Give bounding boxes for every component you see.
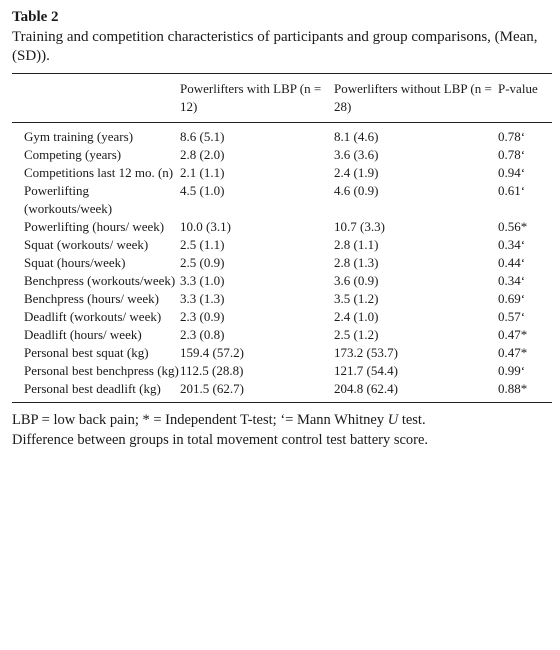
cell-with-lbp: 10.0 (3.1) — [180, 219, 231, 234]
table-label: Table 2 — [12, 9, 59, 25]
cell-with-lbp: 2.3 (0.8) — [180, 327, 225, 342]
cell-p-value: 0.34‘ — [498, 237, 526, 252]
cell-p-value: 0.94‘ — [498, 165, 526, 180]
table-row: Powerlifting (hours/ week) 10.0 (3.1) 10.7… — [12, 218, 552, 236]
cell-p-value: 0.78‘ — [498, 147, 526, 162]
footnote-line-1: LBP = low back pain; * = Independent T-t… — [12, 410, 552, 430]
cell-with-lbp: 201.5 (62.7) — [180, 381, 244, 396]
cell-without-lbp: 3.6 (3.6) — [334, 147, 379, 162]
row-label: Powerlifting (workouts/week) — [24, 183, 113, 216]
cell-with-lbp: 159.4 (57.2) — [180, 345, 244, 360]
cell-without-lbp: 2.4 (1.0) — [334, 309, 379, 324]
row-label: Squat (hours/week) — [24, 255, 126, 270]
cell-with-lbp: 112.5 (28.8) — [180, 363, 244, 378]
row-label: Personal best squat (kg) — [24, 345, 149, 360]
cell-with-lbp: 2.8 (2.0) — [180, 147, 225, 162]
table-body: Gym training (years) 8.6 (5.1) 8.1 (4.6) 0.… — [12, 123, 552, 403]
cell-p-value: 0.61‘ — [498, 183, 526, 198]
cell-with-lbp: 2.3 (0.9) — [180, 309, 225, 324]
cell-without-lbp: 204.8 (62.4) — [334, 381, 398, 396]
row-label: Personal best benchpress (kg) — [24, 363, 179, 378]
table-row: Benchpress (workouts/week) 3.3 (1.0) 3.6 (… — [12, 272, 552, 290]
header-without-lbp: Powerlifters without LBP (n = 28) — [334, 74, 498, 123]
table-row: Gym training (years) 8.6 (5.1) 8.1 (4.6) 0.… — [12, 123, 552, 147]
table-footnote: LBP = low back pain; * = Independent T-t… — [12, 410, 552, 450]
cell-with-lbp: 3.3 (1.3) — [180, 291, 225, 306]
cell-p-value: 0.69‘ — [498, 291, 526, 306]
table-row: Powerlifting (workouts/week) 4.5 (1.0) 4.6… — [12, 182, 552, 218]
cell-p-value: 0.88* — [498, 381, 528, 396]
table-caption: Training and competition characteristics… — [12, 29, 538, 64]
table-header: Powerlifters with LBP (n = 12) Powerlift… — [12, 74, 552, 123]
cell-without-lbp: 3.5 (1.2) — [334, 291, 379, 306]
cell-without-lbp: 10.7 (3.3) — [334, 219, 385, 234]
cell-without-lbp: 2.8 (1.3) — [334, 255, 379, 270]
cell-with-lbp: 2.1 (1.1) — [180, 165, 225, 180]
table-row: Squat (hours/week) 2.5 (0.9) 2.8 (1.3) 0.44… — [12, 254, 552, 272]
header-label-column — [12, 74, 180, 123]
row-label: Competing (years) — [24, 147, 122, 162]
paper-table-figure: Table 2 Training and competition charact… — [12, 8, 552, 450]
cell-p-value: 0.47* — [498, 327, 528, 342]
table-row: Personal best deadlift (kg) 201.5 (62.7) 2… — [12, 380, 552, 402]
table-row: Personal best squat (kg) 159.4 (57.2) 173.… — [12, 344, 552, 362]
cell-without-lbp: 2.5 (1.2) — [334, 327, 379, 342]
cell-with-lbp: 4.5 (1.0) — [180, 183, 225, 198]
cell-with-lbp: 8.6 (5.1) — [180, 129, 225, 144]
footnote-test-suffix: test. — [398, 412, 426, 428]
row-label: Deadlift (workouts/ week) — [24, 309, 162, 324]
cell-p-value: 0.34‘ — [498, 273, 526, 288]
cell-without-lbp: 121.7 (54.4) — [334, 363, 398, 378]
row-label: Gym training (years) — [24, 129, 134, 144]
row-label: Benchpress (workouts/week) — [24, 273, 176, 288]
table-row: Deadlift (hours/ week) 2.3 (0.8) 2.5 (1.2)… — [12, 326, 552, 344]
row-label: Squat (workouts/ week) — [24, 237, 149, 252]
table-row: Deadlift (workouts/ week) 2.3 (0.9) 2.4 (1… — [12, 308, 552, 326]
cell-p-value: 0.47* — [498, 345, 528, 360]
cell-p-value: 0.56* — [498, 219, 528, 234]
row-label: Personal best deadlift (kg) — [24, 381, 161, 396]
footnote-line-2: Difference between groups in total movem… — [12, 432, 429, 448]
cell-without-lbp: 8.1 (4.6) — [334, 129, 379, 144]
bottom-rule — [12, 402, 552, 403]
results-table: Powerlifters with LBP (n = 12) Powerlift… — [12, 74, 552, 402]
table-row: Competing (years) 2.8 (2.0) 3.6 (3.6) 0.78‘ — [12, 146, 552, 164]
footnote-abbrev-text: LBP = low back pain; * = Independent T-t… — [12, 412, 388, 428]
cell-p-value: 0.99‘ — [498, 363, 526, 378]
cell-p-value: 0.78‘ — [498, 129, 526, 144]
cell-without-lbp: 4.6 (0.9) — [334, 183, 379, 198]
cell-with-lbp: 2.5 (0.9) — [180, 255, 225, 270]
top-rule — [12, 73, 552, 74]
cell-with-lbp: 3.3 (1.0) — [180, 273, 225, 288]
row-label: Deadlift (hours/ week) — [24, 327, 142, 342]
row-label: Powerlifting (hours/ week) — [24, 219, 165, 234]
table-row: Squat (workouts/ week) 2.5 (1.1) 2.8 (1.1)… — [12, 236, 552, 254]
row-label: Benchpress (hours/ week) — [24, 291, 160, 306]
cell-p-value: 0.44‘ — [498, 255, 526, 270]
cell-without-lbp: 3.6 (0.9) — [334, 273, 379, 288]
table-row: Personal best benchpress (kg) 112.5 (28.8… — [12, 362, 552, 380]
cell-without-lbp: 2.4 (1.9) — [334, 165, 379, 180]
cell-with-lbp: 2.5 (1.1) — [180, 237, 225, 252]
cell-without-lbp: 173.2 (53.7) — [334, 345, 398, 360]
table-row: Benchpress (hours/ week) 3.3 (1.3) 3.5 (1.… — [12, 290, 552, 308]
row-label: Competitions last 12 mo. (n) — [24, 165, 174, 180]
footnote-u-italic: U — [387, 412, 399, 428]
table-row: Competitions last 12 mo. (n) 2.1 (1.1) 2.4… — [12, 164, 552, 182]
header-with-lbp: Powerlifters with LBP (n = 12) — [180, 74, 334, 123]
cell-p-value: 0.57‘ — [498, 309, 526, 324]
cell-without-lbp: 2.8 (1.1) — [334, 237, 379, 252]
header-p-value: P-value — [498, 74, 552, 123]
